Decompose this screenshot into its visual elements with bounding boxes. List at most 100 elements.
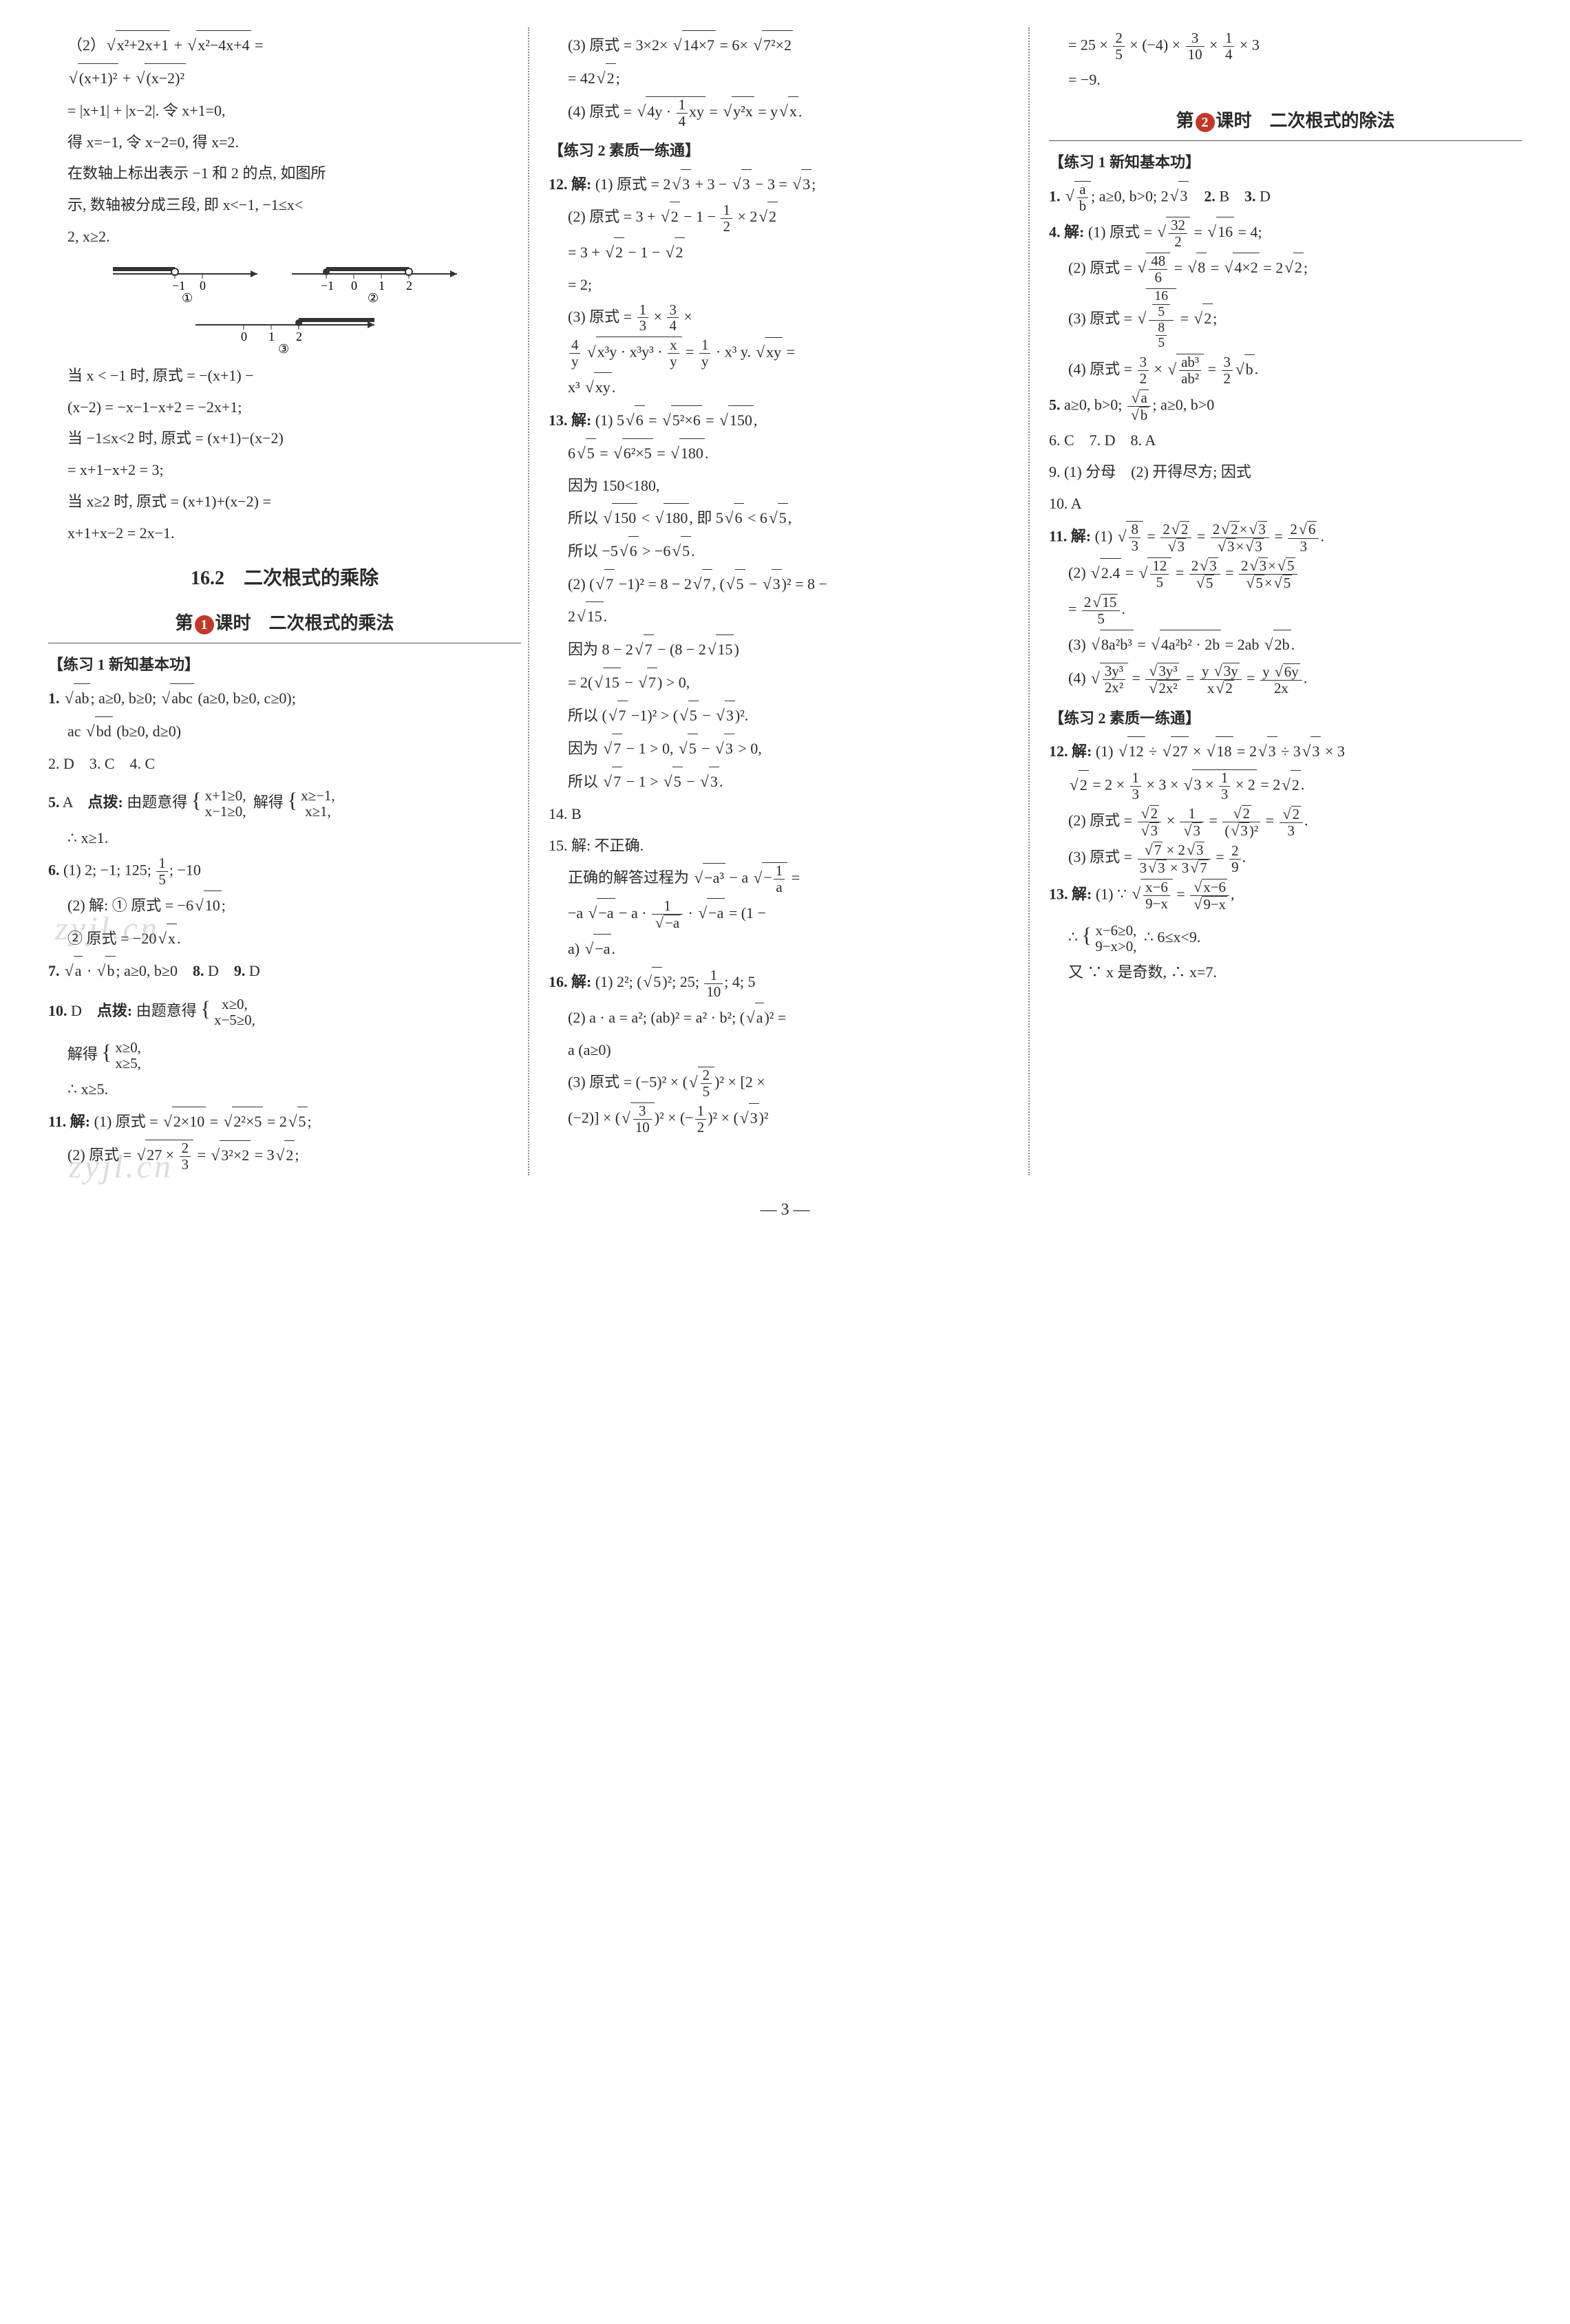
text-line: 5. a≥0, b>0; ab; a≥0, b>0 (1049, 390, 1522, 423)
text-line: 2, x≥2. (48, 222, 521, 251)
text-line: 得 x=−1, 令 x−2=0, 得 x=2. (48, 128, 521, 157)
text-line: ② 原式 = −20x. (48, 924, 521, 954)
text-line: 9. (1) 分母 (2) 开得尽方; 因式 (1049, 458, 1522, 487)
text-line: (2) 原式 = 486 = 8 = 4×2 = 22; (1049, 253, 1522, 286)
svg-text:0: 0 (351, 279, 357, 292)
lesson-prefix: 第 (175, 613, 193, 633)
svg-text:②: ② (368, 291, 379, 305)
text-line: (3) 原式 = 7 × 2333 × 37 = 29. (1049, 842, 1522, 875)
text-line: (4) 原式 = 32 × ab³ab² = 32b. (1049, 354, 1522, 387)
text-line: 当 x < −1 时, 原式 = −(x+1) − (48, 361, 521, 390)
text-line: 因为 7 − 1 > 0, 5 − 3 > 0, (549, 734, 1021, 764)
text-line: (4) 原式 = 4y · 14xy = y²x = yx. (549, 96, 1021, 129)
svg-text:0: 0 (200, 279, 206, 292)
text-line: 正确的解答过程为 −a³ − a −1a = (549, 862, 1021, 895)
text-line: 10. D 点拨: 由题意得 {x≥0,x−5≥0, (48, 989, 521, 1030)
text-line: 5. A 点拨: 由题意得 {x+1≥0,x−1≥0, 解得 {x≥−1,x≥1… (48, 780, 521, 821)
text-line: 65 = 6²×5 = 180. (549, 438, 1021, 469)
svg-text:2: 2 (406, 279, 412, 292)
svg-text:③: ③ (278, 342, 289, 356)
text-line: (2) 原式 = 3 + 2 − 1 − 12 × 22 (549, 202, 1021, 234)
text-line: = x+1−x+2 = 3; (48, 456, 521, 484)
text-line: 所以 150 < 180, 即 56 < 65, (549, 503, 1021, 533)
lesson-suffix: 课时 二次根式的除法 (1216, 111, 1395, 131)
text-line: 13. 解: (1) ∵ x−69−x = x−69−x, (1049, 879, 1522, 913)
text-line: 215. (549, 601, 1021, 632)
text-line: −a −a − a · 1−a · −a = (1 − (549, 898, 1021, 931)
svg-text:−1: −1 (321, 279, 334, 292)
text-line: 所以 (7 −1)² > (5 − 3)². (549, 701, 1021, 731)
svg-text:1: 1 (379, 279, 385, 292)
page-number: — 3 — (41, 1195, 1529, 1226)
text-line: (3) 原式 = 13 × 34 × (549, 302, 1021, 334)
text-line: ∴ x≥5. (48, 1075, 521, 1104)
text-line: (3) 原式 = (−5)² × (25)² × [2 × (549, 1067, 1021, 1100)
text-line: (x+1)² + (x−2)² (48, 63, 521, 94)
text-line: 因为 150<180, (549, 471, 1021, 500)
watermark-region: zyjl.cn (2) 原式 = 27 × 23 = 3²×2 = 32; (48, 1140, 521, 1173)
text-line: (3) 8a²b³ = 4a²b² · 2b = 2ab 2b. (1049, 630, 1522, 660)
lesson-heading: 第1课时 二次根式的乘法 (48, 606, 521, 643)
text-line: 6. C 7. D 8. A (1049, 426, 1522, 455)
text-line: 10. A (1049, 489, 1522, 518)
text-line: 16. 解: (1) 2²; (5)²; 25; 110; 4; 5 (549, 967, 1021, 999)
text-line: 因为 8 − 27 − (8 − 215) (549, 635, 1021, 665)
practice-label: 【练习 2 素质一练通】 (549, 136, 1021, 165)
text-line: 2. D 3. C 4. C (48, 749, 521, 778)
text-line: 示, 数轴被分成三段, 即 x<−1, −1≤x< (48, 191, 521, 220)
svg-text:−1: −1 (172, 279, 185, 292)
text-line: 又 ∵ x 是奇数, ∴ x=7. (1049, 958, 1522, 987)
text-line: 解得 {x≥0,x≥5, (48, 1032, 521, 1073)
text-line: 所以 7 − 1 > 5 − 3. (549, 767, 1021, 797)
column-3: = 25 × 25 × (−4) × 310 × 14 × 3 = −9. 第2… (1042, 28, 1529, 1175)
text-line: 2 = 2 × 13 × 3 × 3 × 13 × 2 = 22. (1049, 769, 1522, 802)
text-line: ac bd (b≥0, d≥0) (48, 716, 521, 747)
text-line: 在数轴上标出表示 −1 和 2 的点, 如图所 (48, 159, 521, 188)
practice-label: 【练习 2 素质一练通】 (1049, 704, 1522, 733)
three-column-layout: （2）x²+2x+1 + x²−4x+4 = (x+1)² + (x−2)² =… (41, 28, 1529, 1175)
text-line: (3) 原式 = 16585 = 2; (1049, 288, 1522, 351)
text-line: (2) 2.4 = 125 = 235 = 23×55×5 (1049, 557, 1522, 591)
text-line: 4. 解: (1) 原式 = 322 = 16 = 4; (1049, 217, 1522, 250)
text-line: 所以 −56 > −65. (549, 536, 1021, 566)
text-line: = 2155. (1049, 594, 1522, 627)
text-line: (2) a · a = a²; (ab)² = a² · b²; (a)² = (549, 1003, 1021, 1033)
svg-text:①: ① (182, 291, 193, 305)
text-line: 12. 解: (1) 原式 = 23 + 3 − 3 − 3 = 3; (549, 169, 1021, 200)
text-line: = 3 + 2 − 1 − 2 (549, 237, 1021, 268)
text-line: a (a≥0) (549, 1036, 1021, 1065)
text-line: (4) 3y³2x² = 3y³2x² = y 3yx2 = y 6y2x. (1049, 663, 1522, 696)
text-line: 11. 解: (1) 原式 = 2×10 = 2²×5 = 25; (48, 1107, 521, 1137)
text-line: x+1+x−2 = 2x−1. (48, 519, 521, 548)
text-line: = 422; (549, 63, 1021, 94)
lesson-heading: 第2课时 二次根式的除法 (1049, 104, 1522, 141)
lesson-prefix: 第 (1176, 111, 1194, 131)
svg-text:1: 1 (268, 330, 275, 343)
text-line: ∴ {x−6≥0,9−x>0, ∴ 6≤x<9. (1049, 915, 1522, 956)
text-line: 1. ab; a≥0, b≥0; abc (a≥0, b≥0, c≥0); (48, 683, 521, 714)
text-line: (−2)] × (310)² × (−12)² × (3)² (549, 1102, 1021, 1136)
text-line: (2) 解: ① 原式 = −610; (48, 891, 521, 921)
text-line: = −9. (1049, 65, 1522, 94)
text-line: 4y x³y · x³y³ · xy = 1y · x³ y. xy = (549, 337, 1021, 370)
text-line: (2) 原式 = 27 × 23 = 3²×2 = 32; (48, 1140, 521, 1173)
number-line-diagram: −1 0 ① −1 0 1 2 ② (48, 257, 521, 356)
text-line: (x−2) = −x−1−x+2 = −2x+1; (48, 393, 521, 422)
text-line: 1. ab; a≥0, b>0; 23 2. B 3. D (1049, 181, 1522, 214)
practice-label: 【练习 1 新知基本功】 (48, 650, 521, 679)
text-line: (2) 原式 = 23 × 13 = 2(3)² = 23. (1049, 805, 1522, 839)
svg-text:2: 2 (296, 330, 302, 343)
section-heading: 16.2 二次根式的乘除 (48, 560, 521, 597)
text-line: a) −a. (549, 934, 1021, 964)
watermark-region: zyjl.cn (2) 解: ① 原式 = −610; ② 原式 = −20x. (48, 891, 521, 954)
text-line: 15. 解: 不正确. (549, 831, 1021, 860)
text-line: x³ xy. (549, 372, 1021, 403)
lesson-number-badge: 1 (195, 615, 214, 635)
text-line: 6. (1) 2; −1; 125; 15; −10 (48, 855, 521, 888)
text-line: = 25 × 25 × (−4) × 310 × 14 × 3 (1049, 30, 1522, 63)
page-number-value: 3 (781, 1201, 789, 1219)
text-line: = 2; (549, 270, 1021, 299)
column-2: (3) 原式 = 3×2× 14×7 = 6× 7²×2 = 422; (4) … (542, 28, 1030, 1175)
svg-text:0: 0 (241, 330, 247, 343)
practice-label: 【练习 1 新知基本功】 (1049, 148, 1522, 177)
